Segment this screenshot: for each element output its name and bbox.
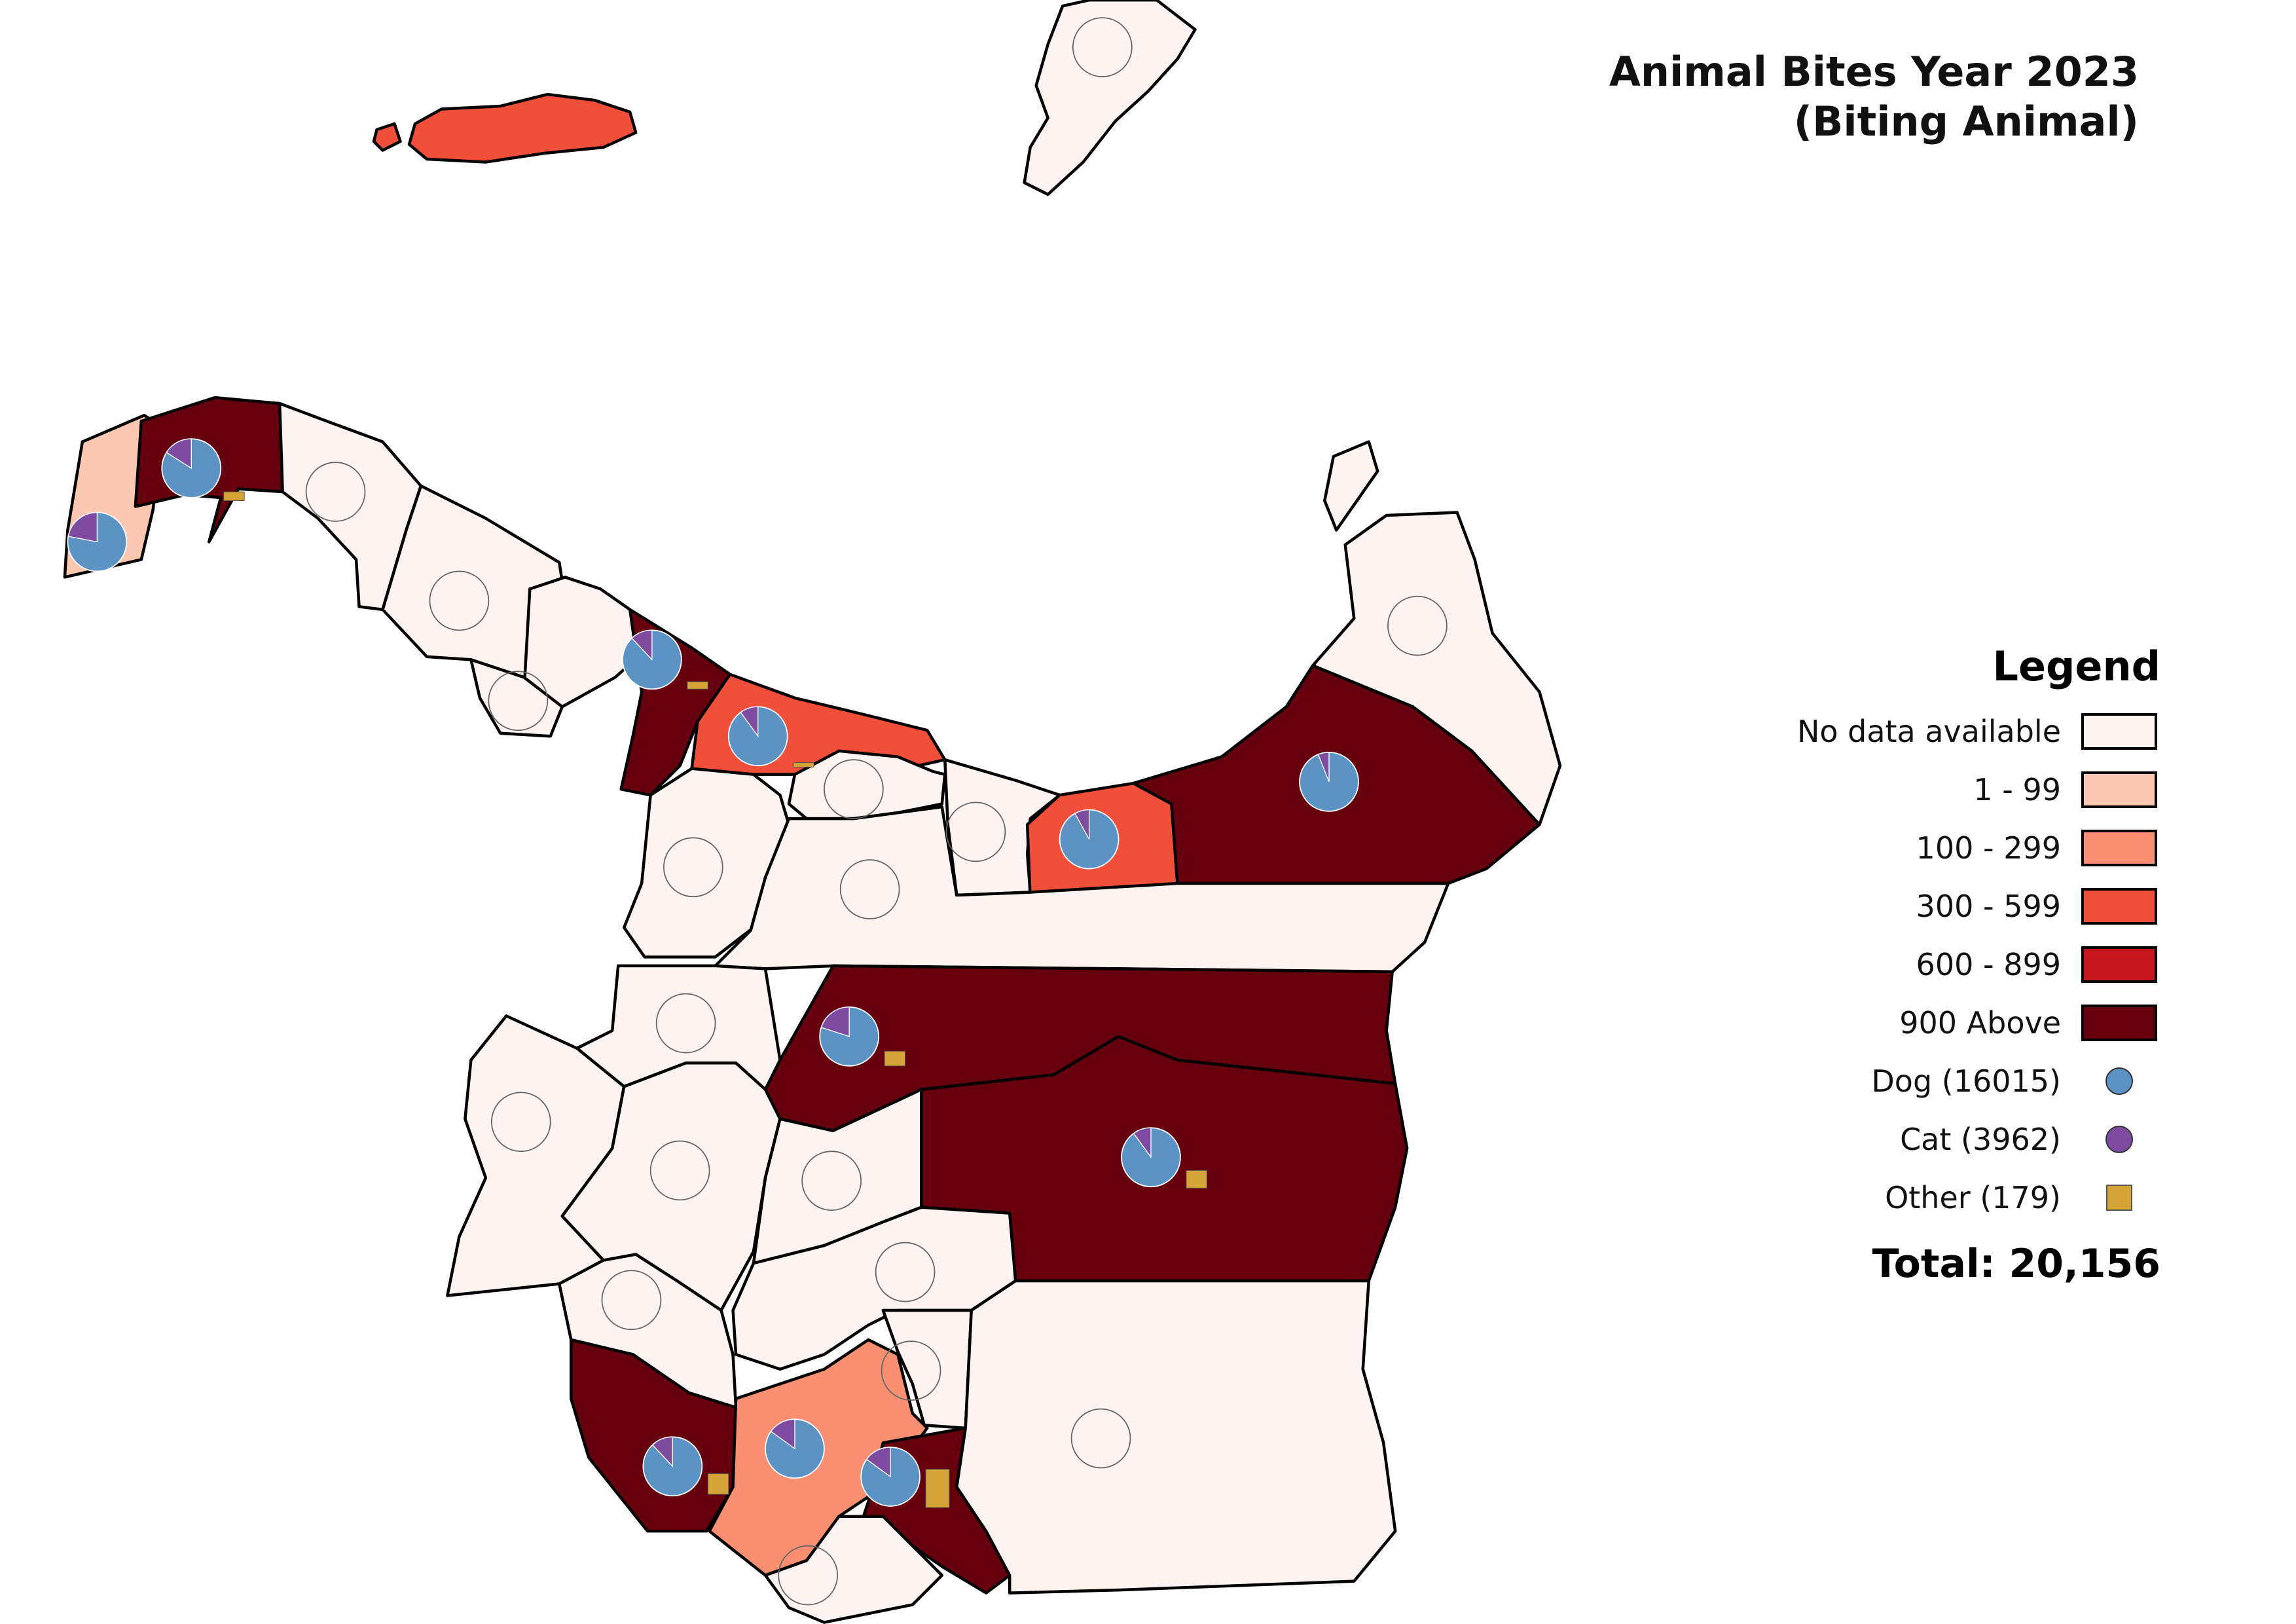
legend-label: Dog (16015) <box>1871 1063 2061 1099</box>
other-marker <box>687 681 708 690</box>
legend-swatch <box>2081 829 2157 866</box>
empty-marker <box>839 859 900 919</box>
empty-marker <box>429 570 490 631</box>
pie-cat-slice <box>740 706 759 738</box>
region-far-east-islet <box>1323 440 1379 532</box>
legend-label: 100 - 299 <box>1916 830 2061 866</box>
cat-symbol-icon <box>2105 1125 2133 1153</box>
legend-swatch <box>2081 887 2157 925</box>
empty-marker <box>801 1151 862 1211</box>
other-marker <box>925 1469 950 1508</box>
legend-row-100-299: 100 - 299 <box>1676 819 2160 877</box>
pie-cat-slice <box>67 511 98 543</box>
pie-cat-slice <box>651 1436 674 1467</box>
legend-label: 300 - 599 <box>1916 888 2061 924</box>
legend-swatch <box>2081 946 2157 983</box>
legend-swatch <box>2081 1004 2157 1041</box>
legend-total: Total: 20,156 <box>1872 1241 2160 1287</box>
other-marker <box>793 762 814 767</box>
pie-cat-slice <box>1074 809 1090 840</box>
empty-marker <box>881 1340 941 1401</box>
legend-label: 600 - 899 <box>1916 946 2061 982</box>
region-north-coast-1 <box>787 749 947 821</box>
legend-swatch <box>2081 712 2157 750</box>
empty-marker <box>945 802 1006 862</box>
legend-row-other: Other (179) <box>1676 1168 2160 1227</box>
legend-heading: Legend <box>1992 642 2160 690</box>
region-peninsula-3 <box>522 576 644 709</box>
pie-cat-slice <box>820 1006 850 1037</box>
pie-cat-slice <box>866 1447 891 1478</box>
legend-label: Other (179) <box>1885 1179 2061 1215</box>
other-marker <box>1186 1170 1207 1189</box>
region-west-mid-3 <box>560 1061 782 1312</box>
pie-cat-slice <box>631 629 653 661</box>
legend-swatch <box>2081 771 2157 808</box>
other-marker <box>884 1050 906 1067</box>
empty-marker <box>601 1270 662 1331</box>
other-marker <box>707 1473 729 1495</box>
empty-marker <box>488 671 549 731</box>
legend: Legend No data available 1 - 99 100 - 29… <box>1676 640 2160 1287</box>
legend-label: Cat (3962) <box>1900 1121 2061 1157</box>
empty-marker <box>1387 595 1448 656</box>
empty-marker <box>663 837 723 898</box>
title-line-2: (Biting Animal) <box>1793 98 2139 145</box>
pie-cat-slice <box>1317 752 1330 783</box>
legend-row-900-above: 900 Above <box>1676 993 2160 1052</box>
legend-row-dog: Dog (16015) <box>1676 1052 2160 1110</box>
legend-label: 1 - 99 <box>1973 771 2061 807</box>
empty-marker <box>1070 1408 1131 1469</box>
pie-cat-slice <box>1133 1127 1152 1159</box>
title-line-1: Animal Bites Year 2023 <box>1609 48 2139 96</box>
region-north-island-west <box>407 92 638 164</box>
empty-marker <box>655 993 716 1054</box>
empty-marker <box>778 1545 839 1606</box>
empty-marker <box>875 1242 936 1302</box>
map-title: Animal Bites Year 2023 (Biting Animal) <box>1609 47 2139 147</box>
region-west-interior-2 <box>714 805 1450 974</box>
legend-row-600-899: 600 - 899 <box>1676 935 2160 993</box>
dog-symbol-icon <box>2105 1067 2133 1095</box>
pie-cat-slice <box>166 438 192 470</box>
legend-row-1-99: 1 - 99 <box>1676 760 2160 819</box>
region-far-east <box>1311 511 1562 826</box>
other-symbol-icon <box>2106 1184 2132 1211</box>
region-north-island-east <box>1023 0 1197 196</box>
region-south-east <box>955 1279 1397 1595</box>
empty-marker <box>649 1140 710 1201</box>
legend-row-no-data: No data available <box>1676 702 2160 760</box>
legend-label: No data available <box>1796 713 2061 749</box>
pie-cat-slice <box>770 1418 795 1450</box>
legend-label: 900 Above <box>1899 1005 2061 1041</box>
legend-row-cat: Cat (3962) <box>1676 1110 2160 1168</box>
empty-marker <box>824 759 884 820</box>
empty-marker <box>305 462 366 522</box>
empty-marker <box>1072 17 1133 77</box>
region-islet <box>372 122 402 152</box>
empty-marker <box>490 1092 551 1153</box>
region-south-tip <box>763 1515 944 1624</box>
other-marker <box>223 491 245 501</box>
legend-row-300-599: 300 - 599 <box>1676 877 2160 935</box>
